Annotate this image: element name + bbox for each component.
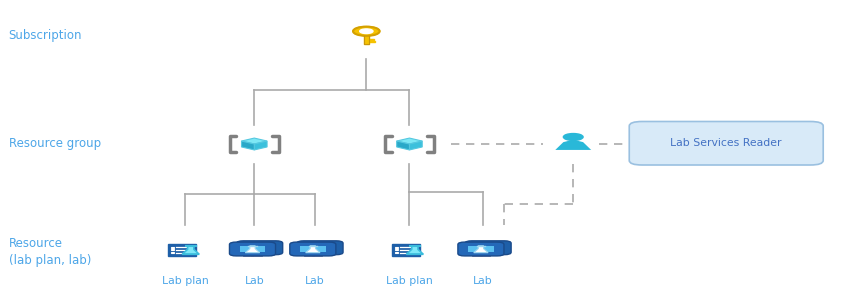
Polygon shape: [254, 141, 267, 150]
Polygon shape: [474, 246, 487, 253]
FancyBboxPatch shape: [237, 241, 282, 255]
Text: Lab: Lab: [245, 277, 263, 286]
Bar: [474, 244, 500, 251]
FancyBboxPatch shape: [289, 242, 336, 256]
Bar: [170, 247, 174, 248]
Bar: [468, 246, 493, 252]
Text: Resource
(lab plan, lab): Resource (lab plan, lab): [9, 237, 91, 267]
Circle shape: [563, 134, 582, 140]
Polygon shape: [396, 141, 409, 150]
FancyBboxPatch shape: [457, 242, 504, 256]
Bar: [239, 246, 265, 252]
Bar: [170, 252, 174, 253]
Circle shape: [353, 27, 379, 36]
Polygon shape: [409, 141, 422, 150]
Bar: [307, 244, 332, 251]
Polygon shape: [554, 141, 591, 150]
Polygon shape: [182, 246, 199, 254]
FancyBboxPatch shape: [229, 242, 276, 256]
Text: Lab plan: Lab plan: [386, 277, 432, 286]
Polygon shape: [241, 141, 254, 150]
Polygon shape: [306, 246, 319, 253]
Text: Lab: Lab: [473, 277, 492, 286]
Bar: [300, 246, 325, 252]
Text: Lab Services Reader: Lab Services Reader: [670, 138, 781, 148]
Bar: [246, 244, 272, 251]
FancyBboxPatch shape: [168, 244, 195, 256]
Bar: [170, 249, 174, 250]
Bar: [394, 252, 398, 253]
Polygon shape: [241, 138, 267, 144]
Bar: [369, 39, 374, 40]
Bar: [369, 41, 375, 42]
Circle shape: [359, 29, 373, 34]
FancyBboxPatch shape: [297, 241, 343, 255]
Polygon shape: [396, 138, 422, 144]
FancyBboxPatch shape: [629, 122, 822, 165]
Text: Resource group: Resource group: [9, 137, 101, 151]
Bar: [394, 249, 398, 250]
FancyBboxPatch shape: [392, 244, 419, 256]
Bar: [363, 35, 369, 44]
Text: Lab: Lab: [305, 277, 324, 286]
Polygon shape: [406, 246, 423, 254]
Polygon shape: [245, 246, 259, 253]
Text: Subscription: Subscription: [9, 29, 82, 43]
FancyBboxPatch shape: [465, 241, 511, 255]
Text: Lab plan: Lab plan: [162, 277, 208, 286]
Bar: [394, 247, 398, 248]
